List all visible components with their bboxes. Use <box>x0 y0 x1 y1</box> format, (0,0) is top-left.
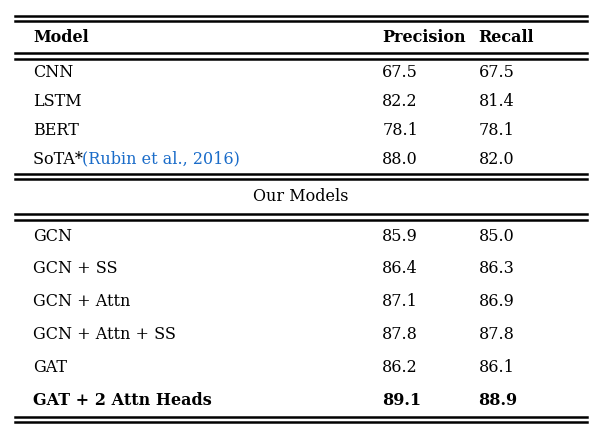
Text: 78.1: 78.1 <box>382 122 418 139</box>
Text: Recall: Recall <box>479 29 534 46</box>
Text: 81.4: 81.4 <box>479 93 514 110</box>
Text: 85.0: 85.0 <box>479 227 514 244</box>
Text: (Rubin et al., 2016): (Rubin et al., 2016) <box>82 151 240 168</box>
Text: 87.1: 87.1 <box>382 293 418 310</box>
Text: 89.1: 89.1 <box>382 392 421 409</box>
Text: GCN + Attn: GCN + Attn <box>33 293 131 310</box>
Text: 86.2: 86.2 <box>382 359 418 376</box>
Text: Our Models: Our Models <box>253 188 349 205</box>
Text: 86.4: 86.4 <box>382 260 418 277</box>
Text: Model: Model <box>33 29 88 46</box>
Text: 88.9: 88.9 <box>479 392 518 409</box>
Text: CNN: CNN <box>33 65 73 82</box>
Text: 86.3: 86.3 <box>479 260 515 277</box>
Text: 67.5: 67.5 <box>382 65 418 82</box>
Text: 86.9: 86.9 <box>479 293 515 310</box>
Text: LSTM: LSTM <box>33 93 82 110</box>
Text: GCN + SS: GCN + SS <box>33 260 117 277</box>
Text: 82.0: 82.0 <box>479 151 514 168</box>
Text: Precision: Precision <box>382 29 466 46</box>
Text: 87.8: 87.8 <box>382 326 418 343</box>
Text: 82.2: 82.2 <box>382 93 418 110</box>
Text: 87.8: 87.8 <box>479 326 515 343</box>
Text: 85.9: 85.9 <box>382 227 418 244</box>
Text: GCN: GCN <box>33 227 72 244</box>
Text: GAT + 2 Attn Heads: GAT + 2 Attn Heads <box>33 392 212 409</box>
Text: GCN + Attn + SS: GCN + Attn + SS <box>33 326 176 343</box>
Text: 78.1: 78.1 <box>479 122 515 139</box>
Text: 67.5: 67.5 <box>479 65 515 82</box>
Text: 88.0: 88.0 <box>382 151 418 168</box>
Text: SoTA*: SoTA* <box>33 151 88 168</box>
Text: BERT: BERT <box>33 122 79 139</box>
Text: GAT: GAT <box>33 359 67 376</box>
Text: 86.1: 86.1 <box>479 359 515 376</box>
